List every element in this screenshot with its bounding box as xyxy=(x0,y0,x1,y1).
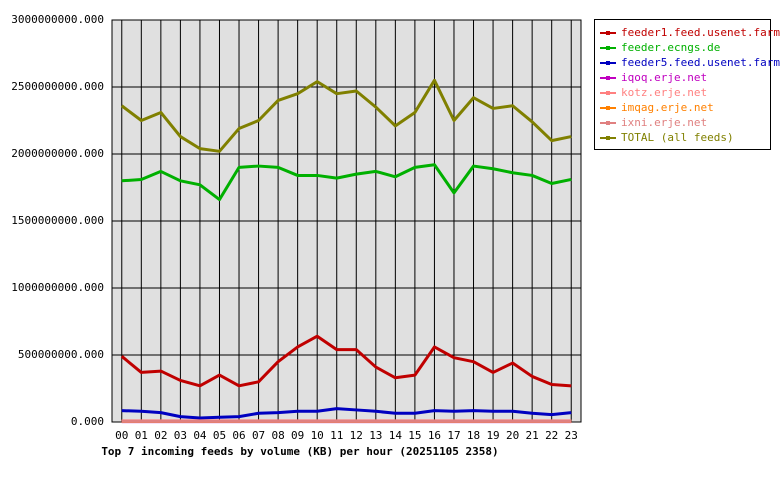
legend-label: kotz.erje.net xyxy=(621,86,707,99)
x-tick-label: 18 xyxy=(467,429,480,442)
legend-swatch-dot xyxy=(606,76,610,80)
x-tick-label: 22 xyxy=(545,429,558,442)
legend-label: imqag.erje.net xyxy=(621,101,714,114)
x-tick-label: 21 xyxy=(526,429,539,442)
x-tick-label: 04 xyxy=(193,429,207,442)
x-tick-label: 19 xyxy=(486,429,499,442)
x-tick-label: 23 xyxy=(565,429,578,442)
y-tick-label: 3000000000.000 xyxy=(11,13,104,26)
y-tick-label: 1000000000.000 xyxy=(11,281,104,294)
x-tick-label: 13 xyxy=(369,429,382,442)
legend-swatch-dot xyxy=(606,121,610,125)
x-tick-label: 08 xyxy=(271,429,284,442)
x-tick-label: 12 xyxy=(350,429,363,442)
legend-box xyxy=(594,19,771,150)
y-tick-label: 1500000000.000 xyxy=(11,214,104,227)
x-tick-label: 07 xyxy=(252,429,265,442)
x-tick-label: 17 xyxy=(447,429,460,442)
legend-label: ixni.erje.net xyxy=(621,116,707,129)
legend-swatch-dot xyxy=(606,46,610,50)
legend-label: feeder.ecngs.de xyxy=(621,41,720,54)
y-tick-label: 0.000 xyxy=(71,415,104,428)
legend-label: TOTAL (all feeds) xyxy=(621,131,734,144)
x-tick-label: 10 xyxy=(311,429,324,442)
x-tick-label: 15 xyxy=(408,429,421,442)
series-line xyxy=(121,407,572,420)
series-line xyxy=(121,163,572,202)
legend-label: feeder1.feed.usenet.farm xyxy=(621,26,780,39)
series-line xyxy=(120,78,572,153)
x-tick-label: 16 xyxy=(428,429,441,442)
x-tick-label: 11 xyxy=(330,429,343,442)
y-tick-label: 2500000000.000 xyxy=(11,80,104,93)
series-line xyxy=(120,334,572,388)
x-tick-label: 09 xyxy=(291,429,304,442)
x-tick-label: 01 xyxy=(135,429,148,442)
legend-swatch-dot xyxy=(606,91,610,95)
legend-swatch-dot xyxy=(606,61,610,65)
legend-swatch-dot xyxy=(606,136,610,140)
y-tick-label: 2000000000.000 xyxy=(11,147,104,160)
x-tick-label: 00 xyxy=(115,429,128,442)
legend-swatch-dot xyxy=(606,31,610,35)
legend-swatch-dot xyxy=(606,106,610,110)
x-tick-label: 20 xyxy=(506,429,519,442)
legend-label: iqoq.erje.net xyxy=(621,71,707,84)
x-tick-label: 14 xyxy=(389,429,403,442)
legend-label: feeder5.feed.usenet.farm xyxy=(621,56,780,69)
y-tick-label: 500000000.000 xyxy=(18,348,104,361)
x-tick-label: 06 xyxy=(232,429,245,442)
x-tick-label: 05 xyxy=(213,429,226,442)
chart-title: Top 7 incoming feeds by volume (KB) per … xyxy=(101,445,498,458)
x-tick-label: 03 xyxy=(174,429,187,442)
x-tick-label: 02 xyxy=(154,429,167,442)
